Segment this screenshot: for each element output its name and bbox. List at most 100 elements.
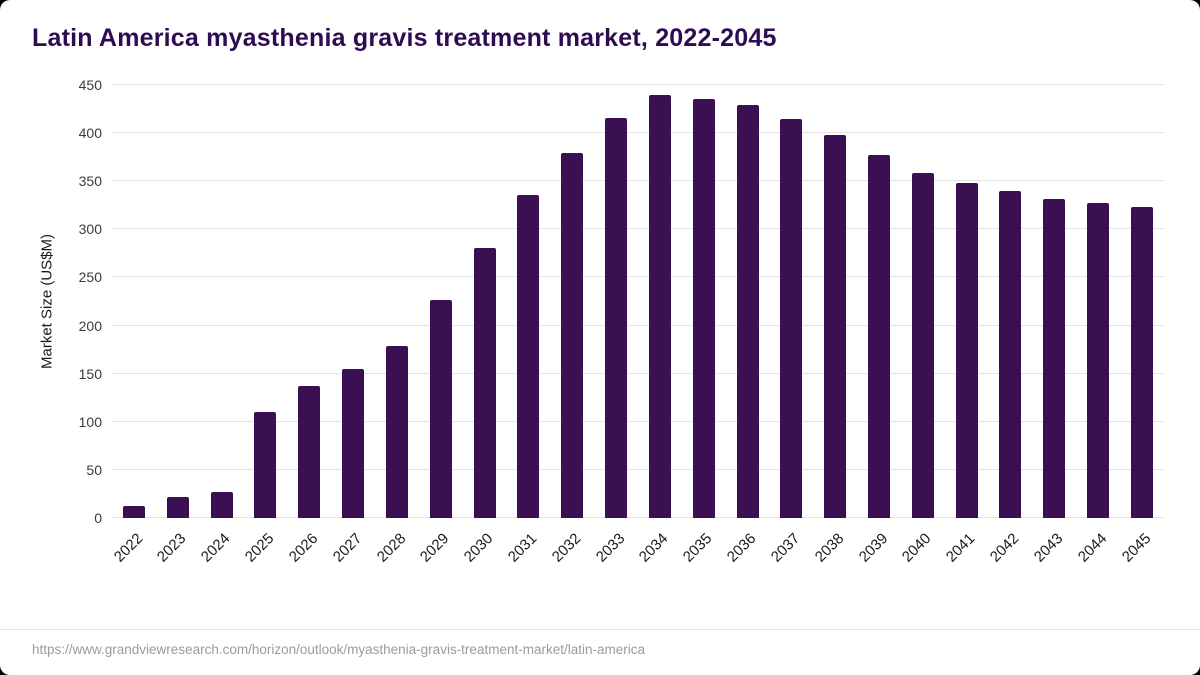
bar-column: [156, 85, 200, 518]
bar-column: [506, 85, 550, 518]
bar: [955, 183, 978, 518]
bar: [999, 190, 1022, 518]
bar-column: [287, 85, 331, 518]
x-label-cell: 2028: [373, 518, 419, 588]
bar-column: [989, 85, 1033, 518]
bar: [605, 117, 628, 518]
bar: [473, 247, 496, 518]
x-tick-label: 2039: [855, 530, 892, 566]
bar-column: [726, 85, 770, 518]
x-tick-label: 2025: [241, 530, 278, 566]
bar: [1087, 203, 1110, 518]
x-label-cell: 2030: [460, 518, 507, 588]
x-label-cell: 2024: [198, 518, 244, 588]
x-tick-label: 2027: [329, 530, 366, 566]
bar: [517, 194, 540, 518]
x-tick-label: 2022: [110, 530, 146, 566]
gridline: [112, 276, 1164, 278]
bars: [112, 85, 1164, 518]
x-label-cell: 2027: [329, 518, 375, 588]
x-tick-label: 2038: [811, 530, 848, 566]
bar: [429, 299, 452, 518]
x-label-cell: 2033: [592, 518, 638, 588]
bar: [692, 99, 715, 518]
bar-column: [813, 85, 857, 518]
y-tick-label: 50: [86, 461, 102, 478]
x-tick-label: 2045: [1118, 530, 1154, 566]
bar: [122, 506, 145, 518]
gridline: [112, 468, 1164, 470]
x-label-cell: 2029: [417, 518, 463, 588]
bar-column: [857, 85, 901, 518]
bar: [867, 155, 890, 518]
x-label-cell: 2036: [723, 518, 770, 588]
x-tick-label: 2029: [417, 530, 453, 566]
bar: [210, 492, 233, 518]
y-tick-label: 150: [78, 365, 102, 382]
x-label-cell: 2037: [767, 518, 813, 588]
bar-column: [1120, 85, 1164, 518]
x-label-cell: 2031: [504, 518, 550, 588]
y-tick-label: 100: [78, 413, 102, 430]
bar-column: [243, 85, 287, 518]
x-label-cell: 2040: [899, 518, 945, 588]
gridline: [112, 132, 1164, 134]
bar: [736, 105, 759, 518]
x-tick-label: 2030: [460, 530, 497, 566]
bar-column: [1076, 85, 1120, 518]
x-label-cell: 2022: [110, 518, 156, 588]
x-tick-label: 2034: [636, 530, 672, 566]
x-tick-label: 2042: [986, 530, 1023, 566]
x-tick-label: 2037: [767, 530, 804, 566]
bar: [911, 172, 934, 518]
x-label-cell: 2041: [943, 518, 989, 588]
x-label-cell: 2039: [855, 518, 901, 588]
bar: [780, 118, 803, 518]
bar: [561, 153, 584, 518]
x-label-cell: 2034: [636, 518, 682, 588]
footer: https://www.grandviewresearch.com/horizo…: [0, 629, 1200, 675]
bar-column: [550, 85, 594, 518]
bar-chart: Market Size (US$M) 0 50 100 150 200 250 300 350…: [30, 77, 1164, 588]
x-label-cell: 2025: [241, 518, 287, 588]
page-title: Latin America myasthenia gravis treatmen…: [32, 24, 777, 52]
x-tick-label: 2041: [943, 530, 979, 566]
bar-column: [945, 85, 989, 518]
x-tick-label: 2035: [680, 530, 716, 566]
bar-column: [901, 85, 945, 518]
gridline: [112, 517, 1164, 518]
bar-column: [375, 85, 419, 518]
y-tick-label: 400: [78, 125, 102, 142]
gridline: [112, 228, 1164, 230]
x-tick-label: 2031: [504, 530, 541, 566]
x-label-cell: 2044: [1074, 518, 1120, 588]
bar-column: [594, 85, 638, 518]
x-tick-label: 2044: [1074, 530, 1111, 566]
x-tick-label: 2028: [373, 530, 409, 566]
y-tick-label: 300: [78, 221, 102, 238]
x-tick-label: 2036: [723, 530, 760, 566]
bar-column: [638, 85, 682, 518]
y-axis-ticks: 0 50 100 150 200 250 300 350 400 450: [64, 77, 112, 526]
y-tick-label: 0: [94, 510, 102, 526]
y-tick-label: 200: [78, 317, 102, 334]
bar: [1130, 207, 1153, 518]
bar-column: [682, 85, 726, 518]
x-tick-label: 2040: [899, 530, 935, 566]
x-label-cell: 2035: [680, 518, 726, 588]
x-tick-label: 2033: [592, 530, 629, 566]
x-tick-label: 2032: [548, 530, 585, 566]
gridline: [112, 372, 1164, 374]
bar-column: [1032, 85, 1076, 518]
x-label-cell: 2045: [1118, 518, 1164, 588]
x-label-cell: 2043: [1030, 518, 1076, 588]
y-tick-label: 250: [78, 269, 102, 286]
bar: [298, 386, 321, 518]
gridline: [112, 420, 1164, 422]
y-axis-title: Market Size (US$M): [38, 233, 56, 370]
y-tick-label: 450: [78, 77, 102, 93]
bar: [1043, 198, 1066, 518]
gridline: [112, 324, 1164, 326]
x-tick-label: 2043: [1030, 530, 1067, 566]
